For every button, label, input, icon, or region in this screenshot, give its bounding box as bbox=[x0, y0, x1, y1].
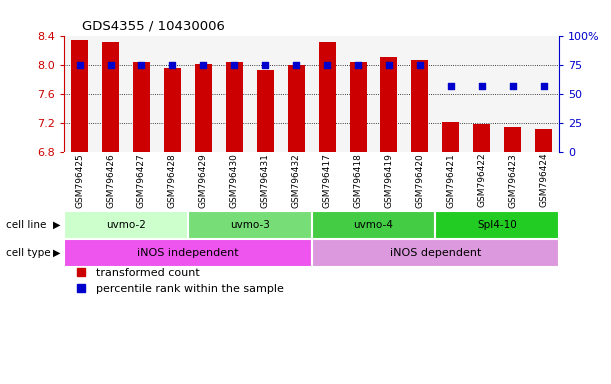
Point bbox=[539, 83, 549, 89]
Text: GSM796419: GSM796419 bbox=[384, 153, 393, 208]
Point bbox=[477, 83, 486, 89]
Point bbox=[229, 62, 239, 68]
Text: iNOS independent: iNOS independent bbox=[137, 248, 239, 258]
Text: GSM796424: GSM796424 bbox=[539, 153, 548, 207]
Bar bbox=[288, 65, 305, 152]
Bar bbox=[133, 62, 150, 152]
Text: GSM796430: GSM796430 bbox=[230, 153, 239, 208]
Text: GSM796423: GSM796423 bbox=[508, 153, 517, 208]
Bar bbox=[349, 62, 367, 152]
Bar bbox=[195, 64, 212, 152]
Bar bbox=[226, 62, 243, 152]
Text: GSM796417: GSM796417 bbox=[323, 153, 332, 208]
Bar bbox=[188, 211, 312, 239]
Bar bbox=[535, 129, 552, 152]
Bar bbox=[102, 41, 119, 152]
Text: cell line: cell line bbox=[6, 220, 46, 230]
Legend: transformed count, percentile rank within the sample: transformed count, percentile rank withi… bbox=[76, 268, 284, 295]
Bar bbox=[64, 239, 312, 267]
Text: GSM796422: GSM796422 bbox=[477, 153, 486, 207]
Bar bbox=[504, 127, 521, 152]
Bar bbox=[474, 124, 490, 152]
Bar bbox=[312, 239, 559, 267]
Text: uvmo-2: uvmo-2 bbox=[106, 220, 146, 230]
Point bbox=[291, 62, 301, 68]
Text: ▶: ▶ bbox=[53, 220, 60, 230]
Point bbox=[446, 83, 456, 89]
Text: GSM796420: GSM796420 bbox=[415, 153, 425, 208]
Text: iNOS dependent: iNOS dependent bbox=[390, 248, 481, 258]
Point bbox=[353, 62, 363, 68]
Text: GSM796429: GSM796429 bbox=[199, 153, 208, 208]
Point bbox=[508, 83, 518, 89]
Text: ▶: ▶ bbox=[53, 248, 60, 258]
Point bbox=[199, 62, 208, 68]
Text: GSM796418: GSM796418 bbox=[354, 153, 362, 208]
Text: cell type: cell type bbox=[6, 248, 51, 258]
Bar bbox=[257, 70, 274, 152]
Bar bbox=[71, 40, 88, 152]
Text: GDS4355 / 10430006: GDS4355 / 10430006 bbox=[82, 20, 225, 33]
Point bbox=[415, 62, 425, 68]
Point bbox=[384, 62, 394, 68]
Bar bbox=[442, 122, 459, 152]
Bar bbox=[64, 211, 188, 239]
Bar bbox=[318, 42, 335, 152]
Bar bbox=[312, 211, 436, 239]
Bar bbox=[436, 211, 559, 239]
Text: GSM796432: GSM796432 bbox=[291, 153, 301, 208]
Text: GSM796426: GSM796426 bbox=[106, 153, 115, 208]
Point bbox=[260, 62, 270, 68]
Point bbox=[75, 62, 84, 68]
Text: GSM796427: GSM796427 bbox=[137, 153, 146, 208]
Point bbox=[137, 62, 147, 68]
Text: Spl4-10: Spl4-10 bbox=[477, 220, 517, 230]
Text: GSM796421: GSM796421 bbox=[446, 153, 455, 208]
Bar bbox=[381, 57, 397, 152]
Point bbox=[322, 62, 332, 68]
Text: uvmo-4: uvmo-4 bbox=[354, 220, 393, 230]
Text: GSM796428: GSM796428 bbox=[168, 153, 177, 208]
Point bbox=[167, 62, 177, 68]
Bar bbox=[411, 60, 428, 152]
Text: uvmo-3: uvmo-3 bbox=[230, 220, 269, 230]
Text: GSM796431: GSM796431 bbox=[261, 153, 269, 208]
Text: GSM796425: GSM796425 bbox=[75, 153, 84, 208]
Bar bbox=[164, 68, 181, 152]
Point bbox=[106, 62, 115, 68]
